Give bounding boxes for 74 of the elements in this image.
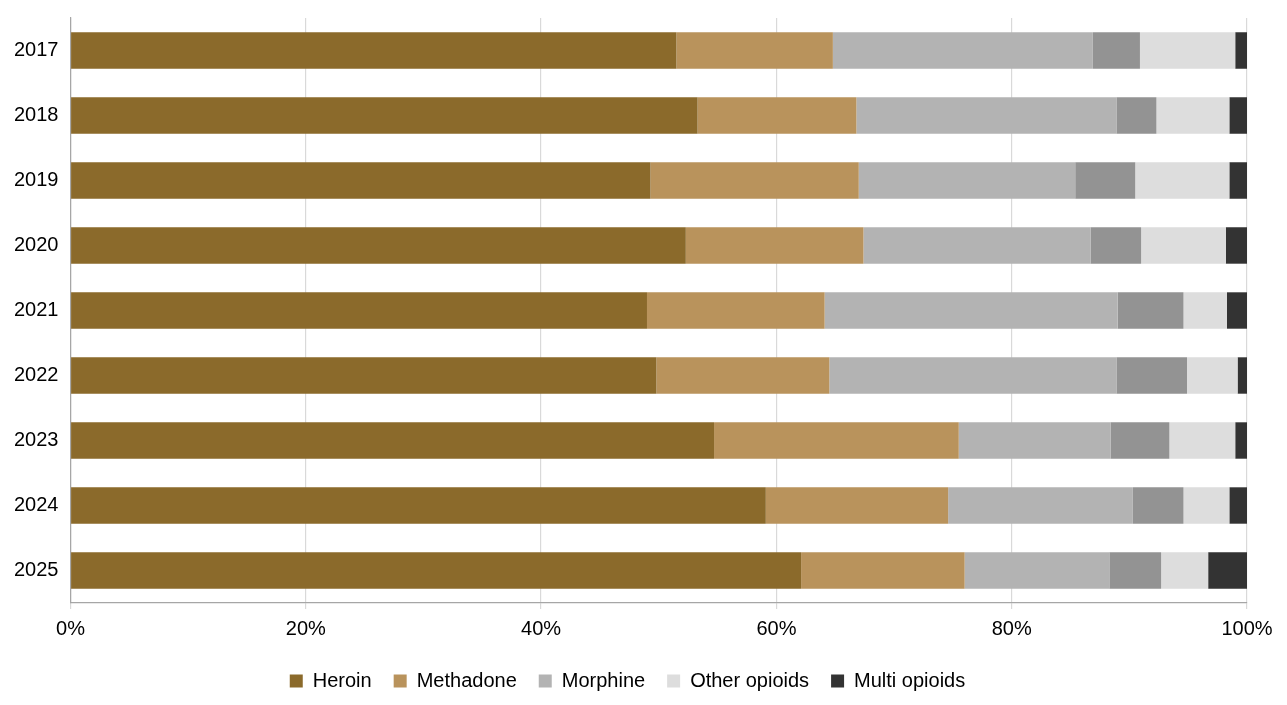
bar <box>650 162 859 199</box>
bar <box>829 357 1117 394</box>
bar <box>765 487 949 524</box>
y-tick-label: 2023 <box>13 428 59 451</box>
bar <box>71 487 766 524</box>
legend-label: Morphine <box>561 668 646 691</box>
bar <box>697 97 857 134</box>
y-tick-label: 2022 <box>13 363 59 386</box>
bar <box>958 422 1111 459</box>
bar <box>948 487 1133 524</box>
x-tick-label: 40% <box>521 616 562 639</box>
bar <box>1183 487 1230 524</box>
bar <box>1183 292 1227 329</box>
bar <box>71 227 686 264</box>
x-tick-label: 20% <box>285 616 327 639</box>
y-tick-label: 2017 <box>13 38 59 61</box>
bar <box>1132 487 1184 524</box>
x-tick-label: 0% <box>56 616 86 639</box>
bar <box>676 32 833 69</box>
bar <box>1110 422 1170 459</box>
bar <box>656 357 830 394</box>
bar <box>1116 97 1157 134</box>
x-tick-label: 60% <box>756 616 797 639</box>
bar <box>1187 357 1238 394</box>
bar <box>646 292 825 329</box>
bar <box>71 97 698 134</box>
legend-label: Heroin <box>312 668 372 691</box>
bar <box>71 357 657 394</box>
legend-label: Other opioids <box>690 668 810 691</box>
bar <box>1116 357 1187 394</box>
x-tick-label: 100% <box>1221 616 1273 639</box>
x-tick-label: 80% <box>991 616 1032 639</box>
bar <box>801 552 965 589</box>
bar <box>71 32 677 69</box>
bar <box>1075 162 1136 199</box>
bar <box>1229 97 1247 134</box>
bar <box>1090 227 1142 264</box>
bar <box>1208 552 1247 589</box>
legend-label: Multi opioids <box>854 668 966 691</box>
bar <box>71 422 715 459</box>
y-tick-label: 2019 <box>13 168 59 191</box>
bar <box>714 422 959 459</box>
bar <box>1229 487 1247 524</box>
bar <box>71 552 802 589</box>
bar <box>1169 422 1236 459</box>
bar <box>685 227 864 264</box>
bar <box>1141 227 1226 264</box>
bar <box>863 227 1091 264</box>
y-tick-label: 2024 <box>13 493 59 516</box>
y-tick-label: 2020 <box>13 233 59 256</box>
bar <box>1227 292 1247 329</box>
legend-label: Methadone <box>416 668 517 691</box>
bar <box>824 292 1118 329</box>
bar <box>1135 162 1230 199</box>
y-tick-label: 2021 <box>13 298 59 321</box>
bar <box>1139 32 1236 69</box>
bar <box>1237 357 1247 394</box>
bar <box>1235 32 1247 69</box>
y-tick-label: 2025 <box>13 558 59 581</box>
bar <box>1117 292 1184 329</box>
bar <box>856 97 1117 134</box>
bar <box>964 552 1110 589</box>
bar <box>1092 32 1140 69</box>
bar <box>1229 162 1247 199</box>
bar <box>1225 227 1247 264</box>
bar <box>71 292 647 329</box>
bar <box>832 32 1093 69</box>
bar <box>1235 422 1247 459</box>
bar <box>1109 552 1162 589</box>
bar <box>71 162 651 199</box>
bar <box>1156 97 1230 134</box>
bar <box>858 162 1076 199</box>
bar <box>1161 552 1209 589</box>
y-tick-label: 2018 <box>13 103 59 126</box>
